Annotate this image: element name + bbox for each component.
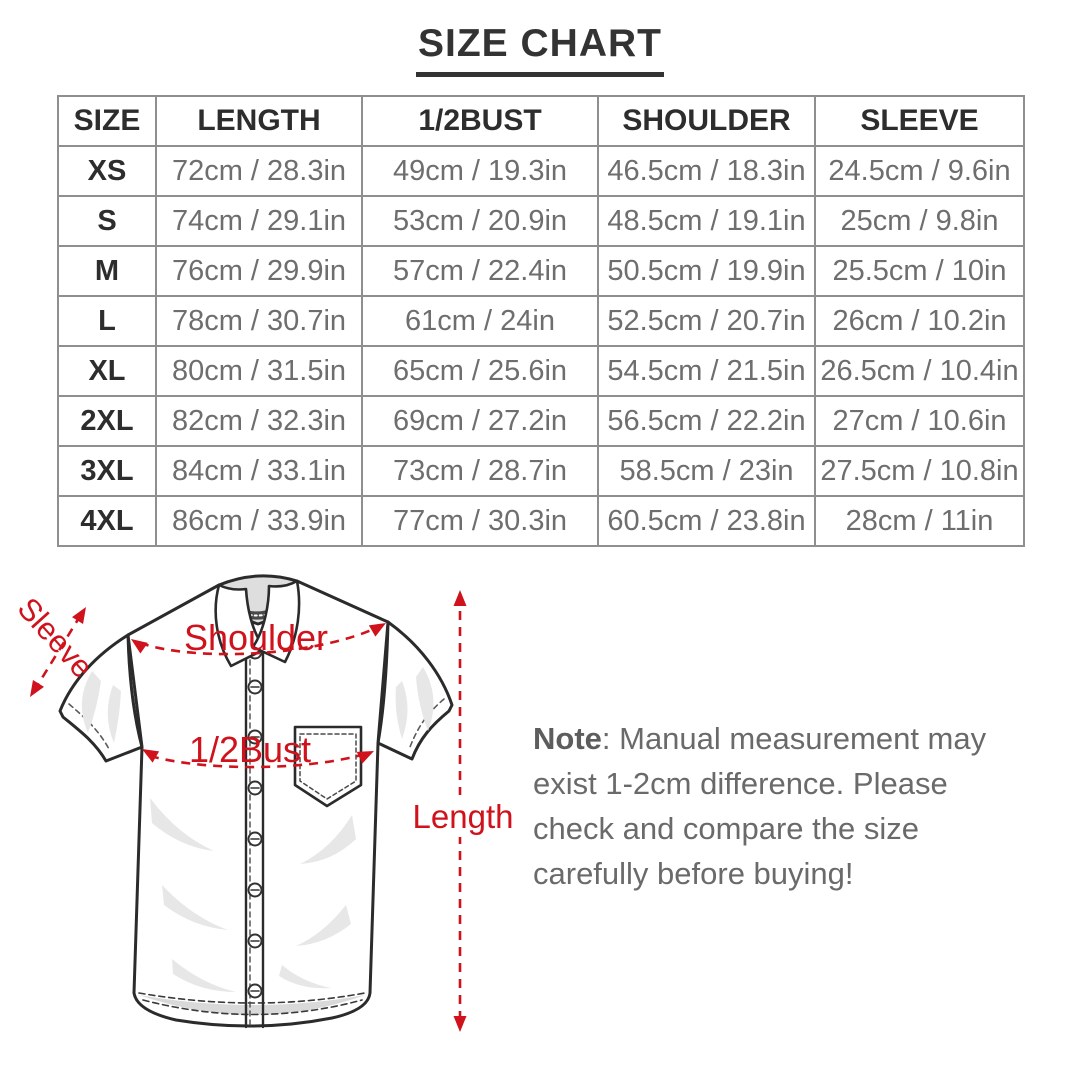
- sleeve-label: Sleeve: [11, 591, 100, 685]
- measurement-cell: 26cm / 10.2in: [814, 295, 1025, 347]
- length-arrowhead-top: [453, 590, 467, 606]
- shirt-measurement-diagram: Shoulder 1/2Bust Sleeve Length: [11, 574, 514, 1032]
- table-row: XS 72cm / 28.3in 49cm / 19.3in 46.5cm / 18.…: [57, 145, 1025, 197]
- hem-stitch-upper: [138, 992, 366, 1004]
- size-table: SIZE LENGTH 1/2BUST SHOULDER SLEEVE XS 72cm /…: [57, 95, 1025, 547]
- measurement-cell: 86cm / 33.9in: [155, 495, 363, 547]
- note-line: Note: Manual measurement may: [533, 721, 987, 756]
- wrinkle-shading: [81, 667, 434, 992]
- size-label-cell: 4XL: [57, 495, 157, 547]
- measurement-cell: 46.5cm / 18.3in: [597, 145, 816, 197]
- table-row: 4XL 86cm / 33.9in 77cm / 30.3in 60.5cm / 23…: [57, 495, 1025, 547]
- measurement-cell: 25cm / 9.8in: [814, 195, 1025, 247]
- column-header: LENGTH: [155, 95, 363, 147]
- column-header: 1/2BUST: [361, 95, 599, 147]
- title-wrap: SIZE CHART: [0, 22, 1080, 77]
- measurement-cell: 74cm / 29.1in: [155, 195, 363, 247]
- shoulder-arrow: [139, 625, 379, 656]
- measurement-cell: 77cm / 30.3in: [361, 495, 599, 547]
- note-line: exist 1-2cm difference. Please: [533, 766, 948, 801]
- measurement-cell: 48.5cm / 19.1in: [597, 195, 816, 247]
- table-header-row: SIZE LENGTH 1/2BUST SHOULDER SLEEVE: [57, 95, 1025, 147]
- measurement-cell: 53cm / 20.9in: [361, 195, 599, 247]
- bust-arrowhead-left: [142, 749, 160, 763]
- measurement-cell: 49cm / 19.3in: [361, 145, 599, 197]
- sleeve-arrowhead-bottom: [30, 679, 44, 697]
- page-title: SIZE CHART: [416, 22, 664, 77]
- measurement-cell: 27cm / 10.6in: [814, 395, 1025, 447]
- shoulder-arrowhead-right: [368, 623, 386, 637]
- note-line: check and compare the size: [533, 811, 919, 846]
- measurement-cell: 28cm / 11in: [814, 495, 1025, 547]
- measurement-cell: 69cm / 27.2in: [361, 395, 599, 447]
- column-header: SIZE: [57, 95, 157, 147]
- measurement-cell: 26.5cm / 10.4in: [814, 345, 1025, 397]
- measurement-cell: 72cm / 28.3in: [155, 145, 363, 197]
- measurement-cell: 58.5cm / 23in: [597, 445, 816, 497]
- size-label-cell: L: [57, 295, 157, 347]
- measurement-cell: 78cm / 30.7in: [155, 295, 363, 347]
- sleeve-arrowhead-top: [72, 607, 86, 625]
- bust-arrow: [149, 752, 366, 769]
- shirt-illustration: [58, 574, 454, 1029]
- shoulder-arrowhead-left: [131, 639, 148, 654]
- shoulder-label: Shoulder: [184, 617, 328, 658]
- size-label-cell: 3XL: [57, 445, 157, 497]
- measurement-cell: 25.5cm / 10in: [814, 245, 1025, 297]
- measurement-cell: 76cm / 29.9in: [155, 245, 363, 297]
- column-header: SLEEVE: [814, 95, 1025, 147]
- left-sleeve: [58, 633, 144, 763]
- measurement-cell: 80cm / 31.5in: [155, 345, 363, 397]
- measurement-cell: 54.5cm / 21.5in: [597, 345, 816, 397]
- measurement-cell: 27.5cm / 10.8in: [814, 445, 1025, 497]
- size-label-cell: M: [57, 245, 157, 297]
- size-label-cell: XS: [57, 145, 157, 197]
- note-label: Note: [533, 721, 602, 756]
- half-bust-label: 1/2Bust: [189, 729, 311, 770]
- measurement-cell: 57cm / 22.4in: [361, 245, 599, 297]
- measurement-cell: 52.5cm / 20.7in: [597, 295, 816, 347]
- measurement-cell: 24.5cm / 9.6in: [814, 145, 1025, 197]
- table-row: 3XL 84cm / 33.1in 73cm / 28.7in 58.5cm / 23…: [57, 445, 1025, 497]
- measurement-cell: 73cm / 28.7in: [361, 445, 599, 497]
- note-block: Note: Manual measurement may exist 1-2cm…: [533, 716, 1013, 896]
- measurement-cell: 61cm / 24in: [361, 295, 599, 347]
- size-label-cell: 2XL: [57, 395, 157, 447]
- hem-stitch-lower: [142, 999, 363, 1016]
- size-label-cell: XL: [57, 345, 157, 397]
- measurement-cell: 60.5cm / 23.8in: [597, 495, 816, 547]
- table-row: 2XL 82cm / 32.3in 69cm / 27.2in 56.5cm / 22…: [57, 395, 1025, 447]
- pocket-stitch: [299, 733, 357, 800]
- length-label-backdrop: [418, 795, 508, 837]
- length-label: Length: [413, 798, 514, 835]
- table-row: M 76cm / 29.9in 57cm / 22.4in 50.5cm / 19.9…: [57, 245, 1025, 297]
- measurement-cell: 82cm / 32.3in: [155, 395, 363, 447]
- hem-shading: [139, 995, 365, 1015]
- length-arrowhead-bottom: [453, 1016, 467, 1032]
- measurement-cell: 56.5cm / 22.2in: [597, 395, 816, 447]
- measurement-cell: 65cm / 25.6in: [361, 345, 599, 397]
- measurement-cell: 50.5cm / 19.9in: [597, 245, 816, 297]
- collar-right-flap: [251, 579, 301, 664]
- right-sleeve: [376, 620, 454, 761]
- column-header: SHOULDER: [597, 95, 816, 147]
- note-line: carefully before buying!: [533, 856, 854, 891]
- size-label-cell: S: [57, 195, 157, 247]
- table-row: L 78cm / 30.7in 61cm / 24in 52.5cm / 20.7in…: [57, 295, 1025, 347]
- bust-arrowhead-right: [356, 751, 374, 764]
- table-row: XL 80cm / 31.5in 65cm / 25.6in 54.5cm / 21.…: [57, 345, 1025, 397]
- chest-pocket: [293, 725, 363, 808]
- measurement-cell: 84cm / 33.1in: [155, 445, 363, 497]
- table-row: S 74cm / 29.1in 53cm / 20.9in 48.5cm / 19.1…: [57, 195, 1025, 247]
